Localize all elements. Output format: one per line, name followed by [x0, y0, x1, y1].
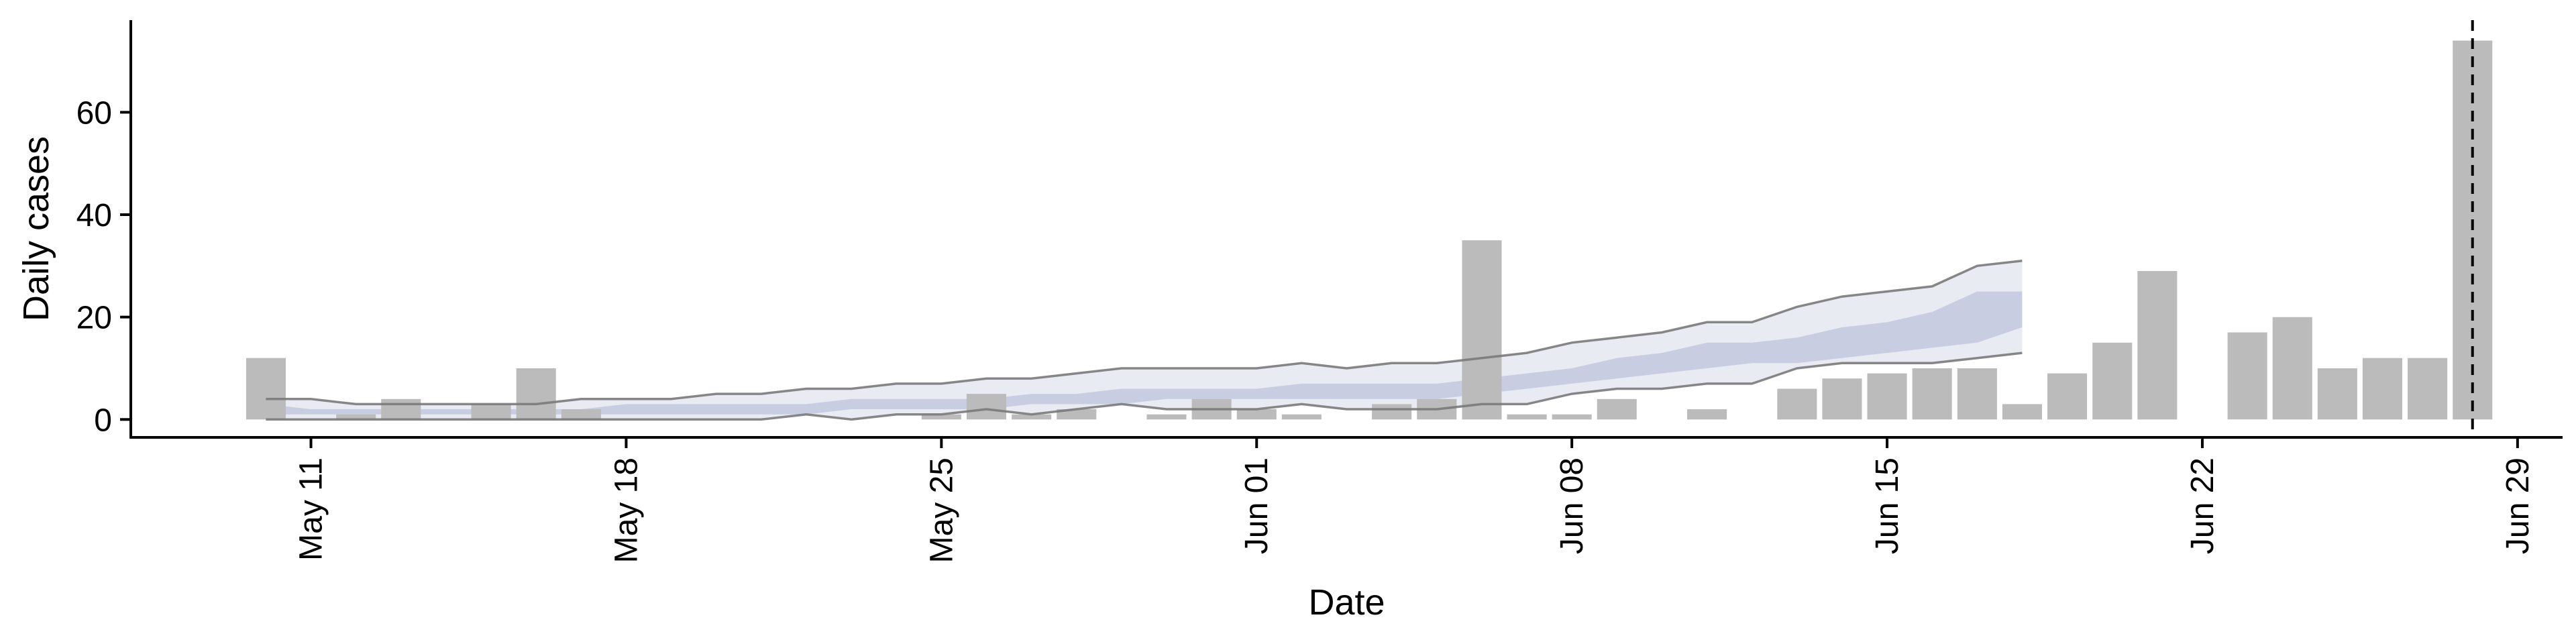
y-tick-label: 40 [76, 198, 112, 233]
nowcast-bands [266, 260, 2023, 420]
case-bar [1236, 409, 1277, 420]
case-bar [1822, 378, 1862, 420]
case-bar [1957, 368, 1997, 420]
nowcast-upper-line [266, 259, 2023, 406]
observed-case-bars [246, 40, 2493, 420]
x-tick-label: Jun 29 [2500, 458, 2536, 554]
case-bar [2002, 404, 2042, 420]
case-bar [921, 414, 961, 420]
case-bar [2092, 342, 2133, 420]
case-bar [2272, 317, 2312, 420]
y-axis-title: Daily cases [16, 136, 56, 321]
case-bar [471, 404, 511, 420]
case-bar [1777, 388, 1817, 420]
case-bar [1552, 414, 1592, 420]
x-tick-label: May 18 [608, 458, 644, 563]
case-bar [2227, 332, 2267, 420]
case-bar [1146, 414, 1187, 420]
x-tick-label: Jun 15 [1870, 458, 1905, 554]
case-bar [1687, 409, 1727, 420]
case-bar [1597, 398, 1637, 420]
case-bar [516, 368, 556, 420]
case-bar [966, 394, 1006, 420]
case-bar [561, 409, 601, 420]
case-bar [2362, 358, 2402, 420]
x-tick-label: Jun 08 [1554, 458, 1590, 554]
case-bar [246, 358, 286, 420]
x-axis-title: Date [1308, 582, 1385, 623]
case-bar [336, 414, 376, 420]
nowcast-band-edge-lines [266, 259, 2023, 421]
case-bar [2317, 368, 2357, 420]
axes [129, 20, 2563, 439]
y-tick-label: 60 [76, 95, 112, 131]
case-bar [1012, 414, 1052, 420]
case-bar [1507, 414, 1547, 420]
x-tick-label: May 25 [924, 458, 959, 563]
case-bar [2047, 373, 2088, 420]
nowcast-50-band [266, 291, 2023, 415]
case-bar [2137, 271, 2178, 420]
x-axis-ticks: May 11 May 18 May 25 Jun 01 Jun 08 Jun 15 Jun … [294, 437, 2536, 563]
case-bar [2408, 358, 2448, 420]
nowcast-lower-line [266, 352, 2023, 421]
y-tick-label: 0 [94, 402, 112, 438]
x-tick-label: May 11 [294, 458, 329, 561]
case-bar [381, 398, 421, 420]
x-tick-label: Jun 01 [1239, 458, 1275, 554]
y-tick-label: 20 [76, 301, 112, 336]
case-bar [1057, 409, 1097, 420]
case-bar [1912, 368, 1952, 420]
case-bar [1867, 373, 1907, 420]
case-bar [1372, 404, 1412, 420]
x-tick-label: Jun 22 [2185, 458, 2220, 554]
y-axis-ticks: 0 20 40 60 [76, 95, 131, 438]
case-bar [1462, 240, 1502, 420]
case-bar [1281, 414, 1322, 420]
